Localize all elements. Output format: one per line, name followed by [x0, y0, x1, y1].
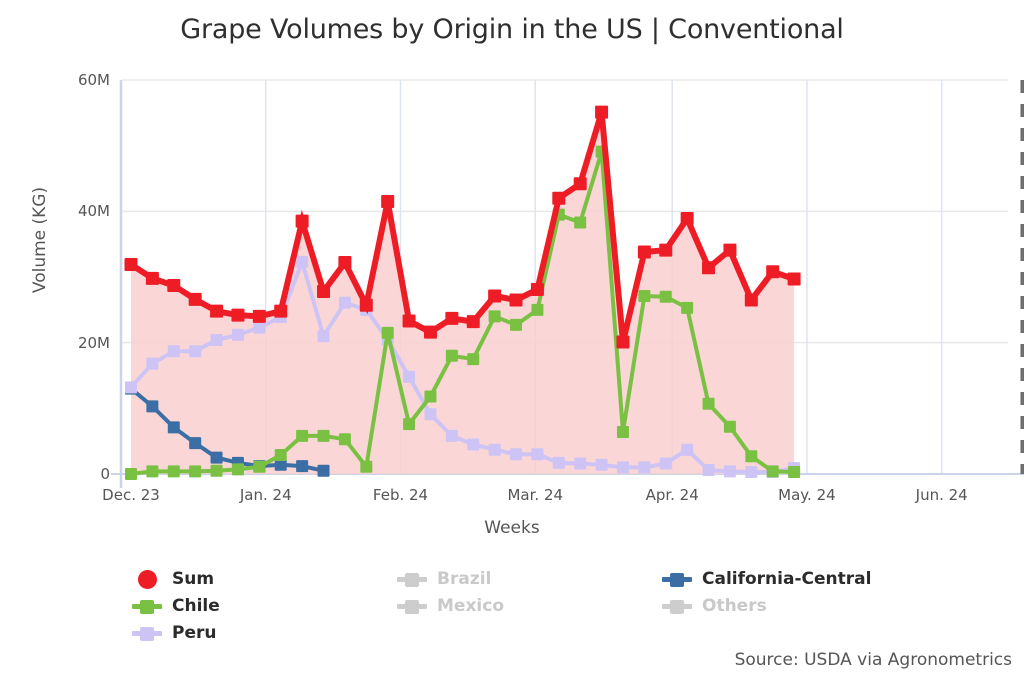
series-chile	[125, 145, 801, 480]
legend-marker-square-icon	[130, 625, 164, 643]
legend-item-chile[interactable]: Chile	[130, 593, 395, 620]
legend-item-others[interactable]: Others	[660, 593, 960, 620]
legend-column-3: California-Central Others	[660, 566, 960, 620]
x-axis-label: Weeks	[484, 518, 540, 538]
legend-marker-square-icon	[130, 598, 164, 616]
legend-item-label: Mexico	[437, 596, 504, 616]
legend-item-label: Brazil	[437, 569, 492, 589]
legend-marker-square-icon	[395, 598, 429, 616]
legend-item-label: Sum	[172, 569, 215, 589]
x-tick-label-4: Apr. 24	[645, 486, 699, 504]
y-tick-label: 40M	[77, 202, 110, 221]
x-tick-label-2: Feb. 24	[372, 486, 429, 504]
x-tick-label-1: Jan. 24	[239, 486, 292, 504]
legend-item-label: California-Central	[702, 569, 872, 589]
y-tick-label: 20M	[77, 333, 110, 352]
x-tick-label-6: Jun. 24	[915, 486, 968, 504]
y-tick-label: 0	[100, 465, 110, 483]
legend-marker-circle-icon	[130, 570, 164, 589]
legend-column-2: Brazil Mexico	[395, 566, 660, 620]
legend-item-peru[interactable]: Peru	[130, 620, 395, 647]
x-tick-label-0: Dec. 23	[102, 486, 160, 504]
legend-column-1: Sum Chile Peru	[130, 566, 395, 647]
legend-item-california-central[interactable]: California-Central	[660, 566, 960, 593]
chart-title: Grape Volumes by Origin in the US | Conv…	[180, 14, 844, 45]
legend-item-label: Others	[702, 596, 767, 616]
chart-legend: Sum Chile Peru Brazil Mexico California-Centr…	[130, 566, 1010, 647]
y-tick-label: 60M	[77, 71, 110, 89]
legend-item-sum[interactable]: Sum	[130, 566, 395, 593]
legend-marker-square-icon	[660, 571, 694, 589]
sum-area-fill	[131, 112, 795, 474]
legend-marker-square-icon	[660, 598, 694, 616]
legend-item-mexico[interactable]: Mexico	[395, 593, 660, 620]
legend-item-label: Peru	[172, 623, 217, 643]
x-tick-label-3: Mar. 24	[507, 486, 564, 504]
legend-item-label: Chile	[172, 596, 220, 616]
source-note: Source: USDA via Agronometrics	[734, 650, 1012, 670]
legend-item-brazil[interactable]: Brazil	[395, 566, 660, 593]
x-tick-label-5: May. 24	[778, 486, 836, 504]
series-sum	[124, 105, 801, 349]
legend-marker-square-icon	[395, 571, 429, 589]
